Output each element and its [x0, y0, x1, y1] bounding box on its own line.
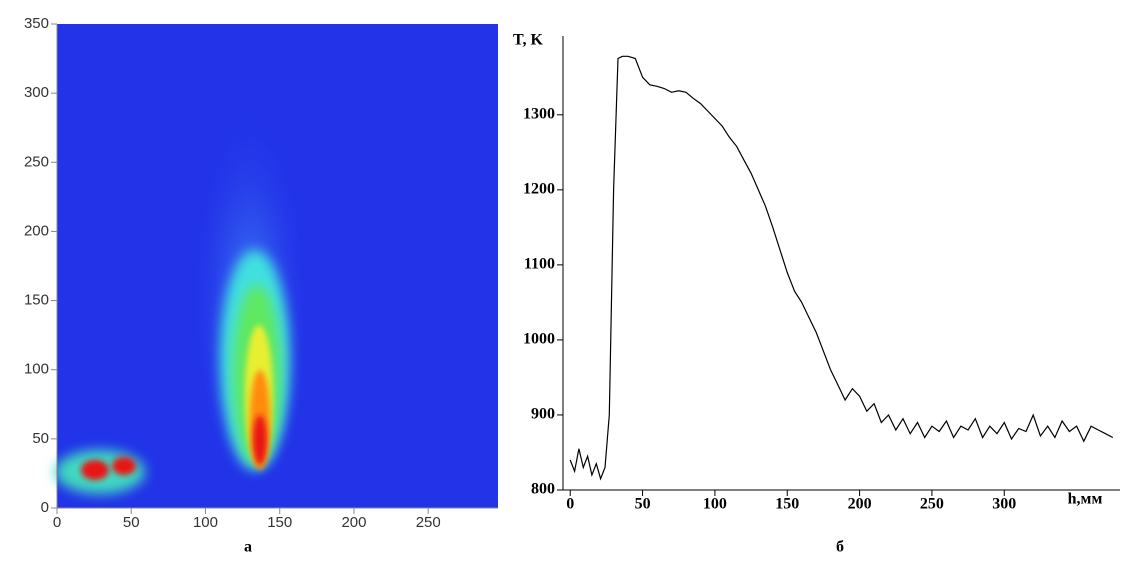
x-tick-label: 150: [267, 514, 292, 531]
y-tick-label: 1000: [523, 331, 555, 348]
x-tick-label: 300: [992, 496, 1016, 513]
x-tick-label: 250: [416, 514, 441, 531]
x-tick-label: 50: [123, 514, 140, 531]
y-tick-label: 900: [531, 406, 555, 423]
y-tick-label: 50: [32, 430, 49, 447]
y-tick-label: 1200: [523, 181, 555, 198]
x-tick-label: 150: [775, 496, 799, 513]
x-tick-label: 0: [566, 496, 574, 513]
x-tick-label: 200: [341, 514, 366, 531]
x-tick-label: 250: [920, 496, 944, 513]
y-tick-label: 150: [24, 292, 49, 309]
caption: б: [836, 539, 844, 556]
x-tick-label: 0: [53, 514, 61, 531]
x-tick-label: 50: [635, 496, 651, 513]
caption: а: [244, 539, 252, 556]
y-tick-label: 100: [24, 361, 49, 378]
y-tick-label: 200: [24, 222, 49, 239]
y-tick-label: 1300: [523, 105, 555, 122]
x-axis-label: h,мм: [1068, 491, 1103, 508]
y-tick-label: 350: [24, 15, 49, 32]
x-tick-label: 100: [193, 514, 218, 531]
y-tick-label: 0: [41, 499, 49, 516]
x-tick-label: 200: [848, 496, 872, 513]
y-tick-label: 1100: [524, 256, 555, 273]
line-series: [569, 55, 1114, 481]
y-tick-label: 800: [531, 481, 555, 498]
heatmap-image: [55, 24, 498, 508]
x-tick-label: 100: [703, 496, 727, 513]
y-tick-label: 250: [24, 153, 49, 170]
y-tick-label: 300: [24, 84, 49, 101]
y-axis-label: T, K: [513, 32, 543, 49]
